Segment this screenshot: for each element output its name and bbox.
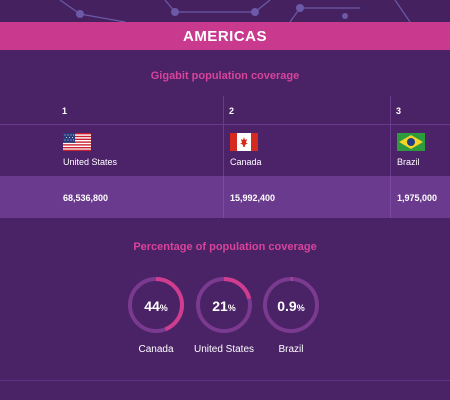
coverage-value: 68,536,800 [63,193,109,203]
column-divider [223,176,224,218]
country-name: Brazil [397,157,420,167]
country-name: United States [63,157,118,167]
rank-3: 3 [396,106,402,116]
rank-2: 2 [229,106,235,116]
percent-sign: % [296,303,305,313]
column-divider [223,96,224,218]
percentage-number: 21 [212,298,228,314]
ring-country-label: Brazil [278,344,304,355]
network-lines-icon [59,0,411,23]
ring-value: 21% [195,298,253,314]
brazil-flag-icon [397,133,425,151]
canada-flag-icon [230,133,258,151]
header-network-graphic [0,0,450,23]
percentage-number: 44 [144,298,160,314]
coverage-ring [263,277,319,333]
region-title: AMERICAS [182,27,267,45]
ring-value: 44% [127,298,185,314]
coverage-value: 1,975,000 [397,193,438,203]
coverage-ring [196,277,252,333]
region-banner: AMERICAS [0,22,450,50]
section-divider [0,380,450,381]
ring-country-label: United States [193,344,255,355]
ring-country-label: Canada [138,344,174,355]
country-name: Canada [230,157,262,167]
percentage-number: 0.9 [277,298,297,314]
percent-sign: % [159,303,168,313]
column-divider [390,176,391,218]
coverage-value: 15,992,400 [230,193,276,203]
ring-value: 0.9% [262,298,320,314]
percentage-section-title: Percentage of population coverage [133,241,317,253]
value-row [0,176,450,218]
percent-sign: % [227,303,236,313]
rank-1: 1 [62,106,68,116]
coverage-ring [128,277,184,333]
gigabit-section-title: Gigabit population coverage [150,70,300,82]
us-flag-icon [63,133,91,151]
column-divider [390,96,391,218]
